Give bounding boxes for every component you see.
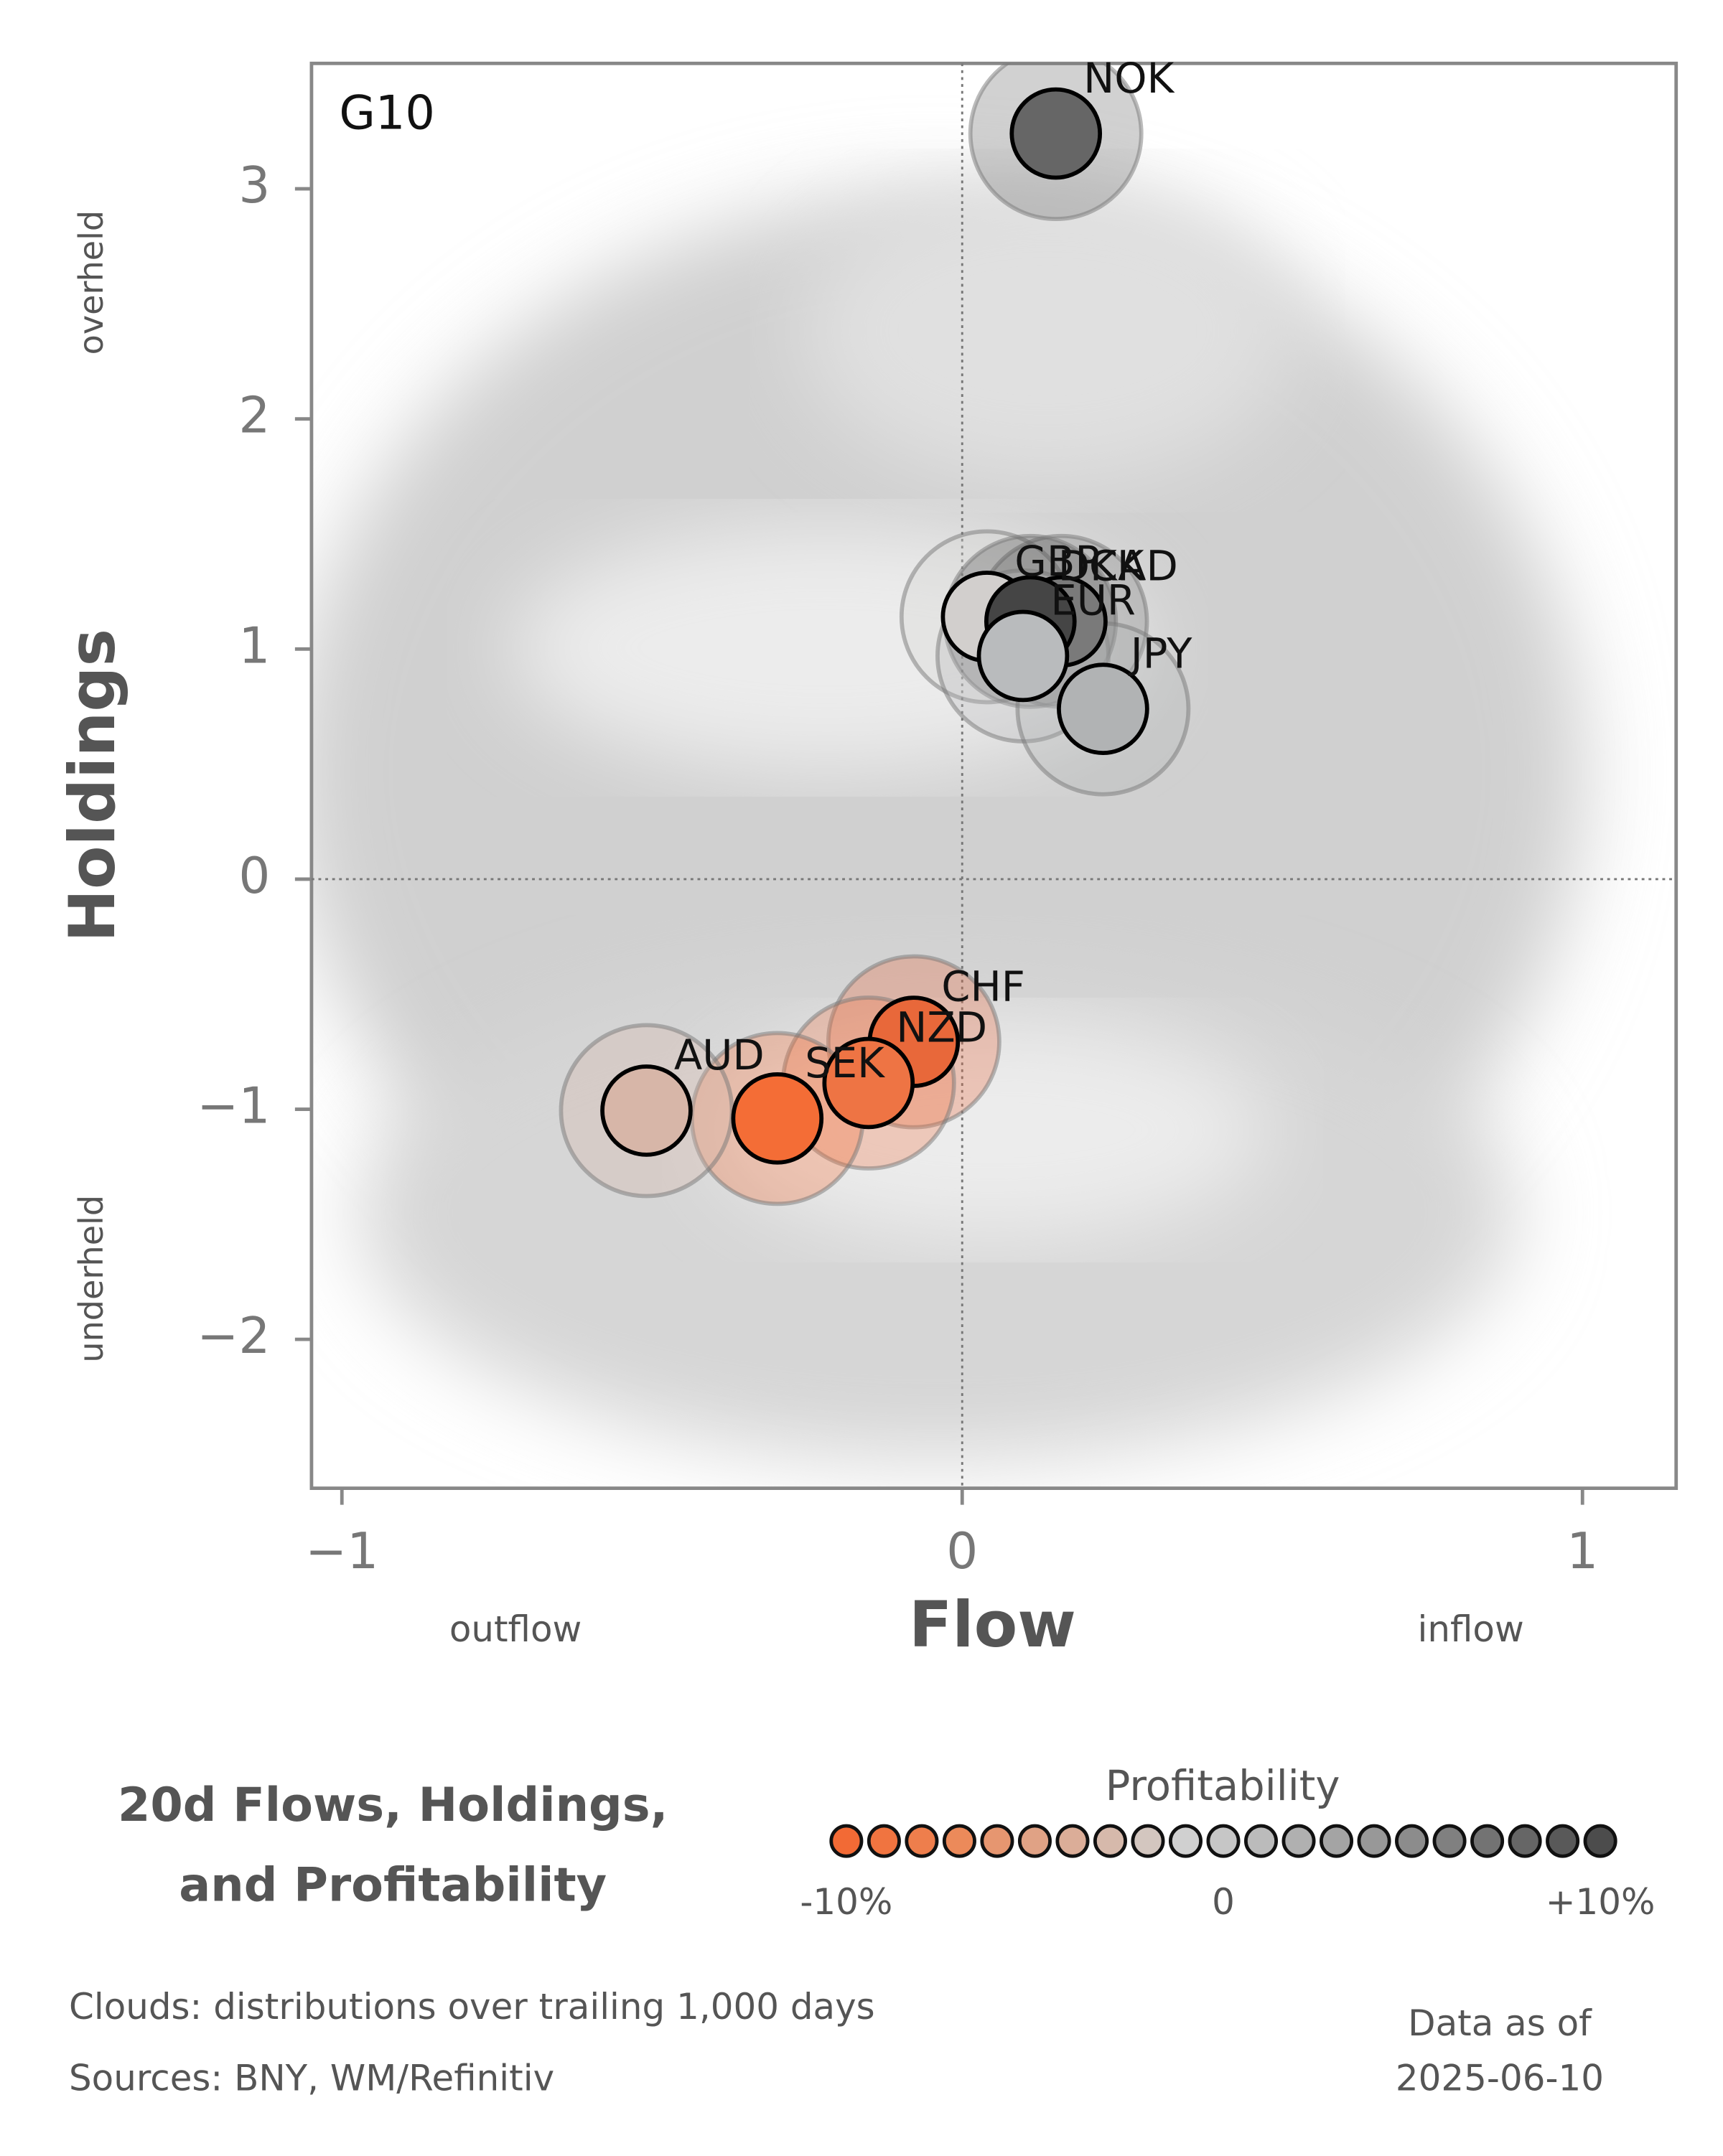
colorbar-swatch — [980, 1824, 1014, 1858]
point-label: GBP — [1014, 538, 1100, 586]
point-label: NZD — [896, 1004, 987, 1052]
colorbar-swatch — [1131, 1824, 1165, 1858]
colorbar-tick-label: +10% — [1546, 1881, 1656, 1923]
plot-frame — [309, 61, 1678, 1490]
colorbar-swatch — [1243, 1824, 1279, 1858]
colorbar-swatch — [829, 1824, 864, 1858]
y-tick-label: 1 — [238, 617, 270, 675]
colorbar-swatch — [1395, 1824, 1429, 1858]
point-label: JPY — [1129, 629, 1192, 678]
colorbar-tick-label: -10% — [800, 1881, 892, 1923]
point — [822, 1036, 915, 1130]
points — [559, 63, 1191, 1206]
title: and Profitability — [179, 1857, 607, 1912]
point-label: AUD — [674, 1031, 765, 1079]
colorbar-swatch — [1546, 1824, 1580, 1858]
point-label: CAD — [1089, 542, 1178, 590]
x-tick-label: 0 — [946, 1523, 978, 1580]
x-note: outflow — [449, 1608, 582, 1650]
title: 20d Flows, Holdings, — [118, 1778, 668, 1832]
colorbar-swatch — [1281, 1824, 1316, 1858]
point — [731, 1072, 824, 1165]
point-label: EUR — [1050, 577, 1136, 625]
colorbar-swatch — [1432, 1824, 1467, 1858]
y-tick-label: −2 — [197, 1308, 270, 1365]
x-axis-label: Flow — [909, 1588, 1076, 1661]
density-cloud — [311, 179, 1585, 1461]
point — [1057, 662, 1149, 755]
colorbar-tick-label: 0 — [1212, 1881, 1235, 1923]
point — [976, 609, 1070, 703]
x-note: inflow — [1417, 1608, 1523, 1650]
point-label: DKK — [1058, 542, 1145, 590]
panel-label: G10 — [339, 85, 435, 140]
colorbar-swatch — [867, 1824, 901, 1858]
point — [600, 1064, 693, 1157]
x-tick-label: 1 — [1566, 1523, 1598, 1580]
y-tick-label: −1 — [197, 1078, 270, 1135]
colorbar-swatch — [1357, 1824, 1391, 1858]
colorbar-swatch — [1055, 1824, 1090, 1858]
y-tick-label: 3 — [238, 157, 270, 215]
date-note: 2025-06-10 — [1396, 2058, 1604, 2099]
y-tick-label: 2 — [238, 388, 270, 445]
y-tick-label: 0 — [238, 848, 270, 905]
point-label: SEK — [805, 1039, 885, 1087]
y-note: underheld — [72, 1195, 111, 1363]
note: Sources: BNY, WM/Refinitiv — [69, 2058, 554, 2099]
colorbar-swatch — [1017, 1824, 1052, 1858]
point-label: CHF — [941, 962, 1025, 1011]
colorbar-swatch — [1470, 1824, 1505, 1858]
colorbar-swatch — [905, 1824, 939, 1858]
colorbar-swatch — [1508, 1824, 1542, 1858]
colorbar-swatch — [1583, 1824, 1617, 1858]
x-tick-label: −1 — [305, 1523, 378, 1580]
colorbar-title: Profitability — [1106, 1762, 1340, 1810]
colorbar-swatch — [942, 1824, 976, 1858]
y-axis-label: Holdings — [55, 629, 129, 942]
colorbar-swatch — [1168, 1824, 1203, 1858]
note: Clouds: distributions over trailing 1,00… — [69, 1986, 875, 2028]
colorbar-swatch — [1206, 1824, 1241, 1858]
colorbar-swatch — [1320, 1824, 1354, 1858]
point-label: NOK — [1083, 55, 1175, 103]
date-note: Data as of — [1408, 2002, 1592, 2044]
y-note: overheld — [72, 210, 111, 355]
point — [1009, 87, 1103, 180]
colorbar-swatch — [1093, 1824, 1127, 1858]
